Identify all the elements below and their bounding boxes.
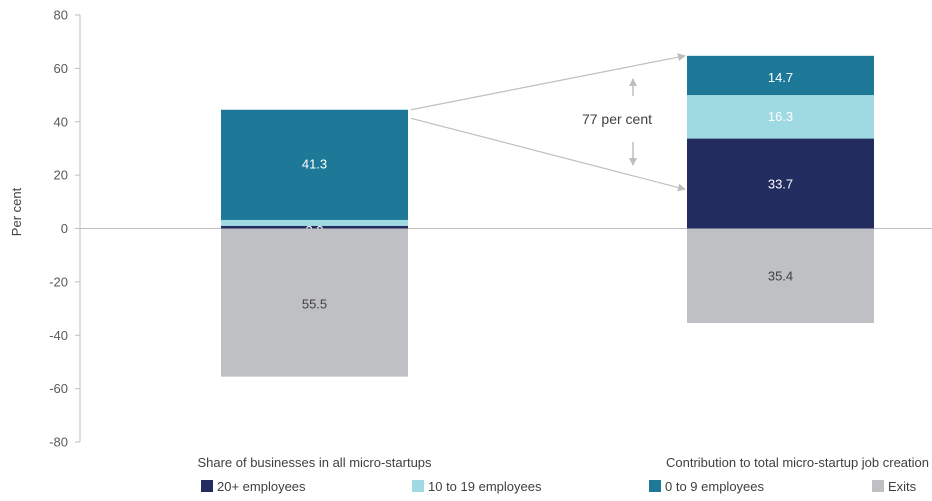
connector-arrow-top: [410, 53, 686, 111]
data-label: 33.7: [768, 177, 793, 192]
category-label: Share of businesses in all micro-startup…: [197, 455, 432, 470]
connector-arrow-bottom: [410, 117, 686, 192]
bar-segment: [687, 228, 874, 323]
legend-label: 10 to 19 employees: [428, 479, 542, 494]
bar-segment: [221, 225, 408, 229]
y-tick-label: -40: [49, 328, 68, 343]
y-tick-label: -20: [49, 274, 68, 289]
bar-segment: [687, 55, 874, 96]
data-label: 16.3: [768, 109, 793, 124]
y-tick-label: 80: [54, 8, 68, 23]
bars-layer: 1.02.241.355.533.716.314.735.4: [221, 55, 874, 377]
annotation-layer: 77 per cent: [410, 53, 686, 192]
legend: 20+ employees 10 to 19 employees 0 to 9 em…: [201, 479, 917, 494]
data-label: 41.3: [302, 157, 327, 172]
bar-segment: [221, 219, 408, 226]
legend-label: 20+ employees: [217, 479, 306, 494]
y-tick-label: 20: [54, 168, 68, 183]
legend-swatch: [649, 480, 661, 492]
legend-label: 0 to 9 employees: [665, 479, 765, 494]
y-tick-label: 40: [54, 114, 68, 129]
data-label: 35.4: [768, 269, 793, 284]
bar-segment: [687, 95, 874, 139]
y-tick-label: 0: [61, 221, 68, 236]
y-tick-label: -80: [49, 435, 68, 450]
legend-swatch: [412, 480, 424, 492]
y-axis-label: Per cent: [9, 187, 24, 236]
bar-segment: [221, 228, 408, 377]
y-tick-label: 60: [54, 61, 68, 76]
legend-swatch: [872, 480, 884, 492]
data-label: 55.5: [302, 297, 327, 312]
bar-segment: [221, 109, 408, 220]
legend-swatch: [201, 480, 213, 492]
bar-segment: [687, 138, 874, 229]
y-tick-label: -60: [49, 381, 68, 396]
data-label: 14.7: [768, 70, 793, 85]
annotation-text: 77 per cent: [582, 111, 652, 127]
legend-label: Exits: [888, 479, 917, 494]
category-label: Contribution to total micro-startup job …: [666, 455, 929, 470]
